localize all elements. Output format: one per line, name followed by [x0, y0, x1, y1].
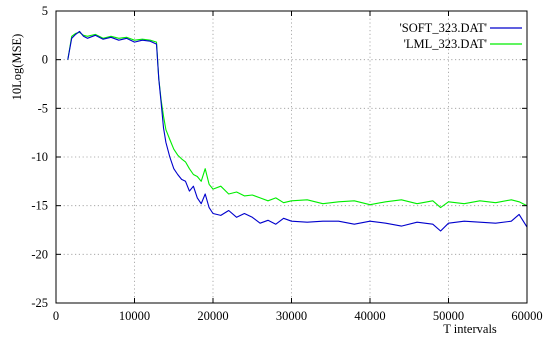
y-axis-title: 10Log(MSE) — [10, 34, 24, 101]
series-line-lml — [67, 31, 528, 209]
legend: 'SOFT_323.DAT' 'LML_323.DAT' — [400, 21, 522, 51]
y-tick-label: -25 — [31, 296, 48, 310]
x-tick-label: 0 — [53, 309, 59, 323]
x-tick-label: 40000 — [354, 309, 385, 323]
x-tick-label: 10000 — [119, 309, 150, 323]
x-tick-label: 60000 — [511, 309, 542, 323]
x-axis-title: T intervals — [443, 322, 497, 336]
y-tick-label: -5 — [38, 101, 48, 115]
y-tick-label: -20 — [31, 247, 48, 261]
series-line-soft — [67, 30, 528, 232]
y-tick-label: 5 — [42, 4, 48, 18]
legend-label-soft: 'SOFT_323.DAT' — [400, 21, 488, 35]
tick-labels: 0 10000 20000 30000 40000 50000 60000 5 0 -5 -10 -1… — [31, 4, 542, 323]
ticks — [55, 10, 528, 304]
legend-label-lml: 'LML_323.DAT' — [404, 37, 487, 51]
x-tick-label: 30000 — [276, 309, 307, 323]
x-tick-label: 50000 — [433, 309, 464, 323]
x-tick-label: 20000 — [197, 309, 228, 323]
y-tick-label: -15 — [31, 199, 48, 213]
y-tick-label: -10 — [31, 150, 48, 164]
grid — [56, 11, 527, 303]
series-group — [67, 30, 528, 232]
y-tick-label: 0 — [42, 53, 48, 67]
